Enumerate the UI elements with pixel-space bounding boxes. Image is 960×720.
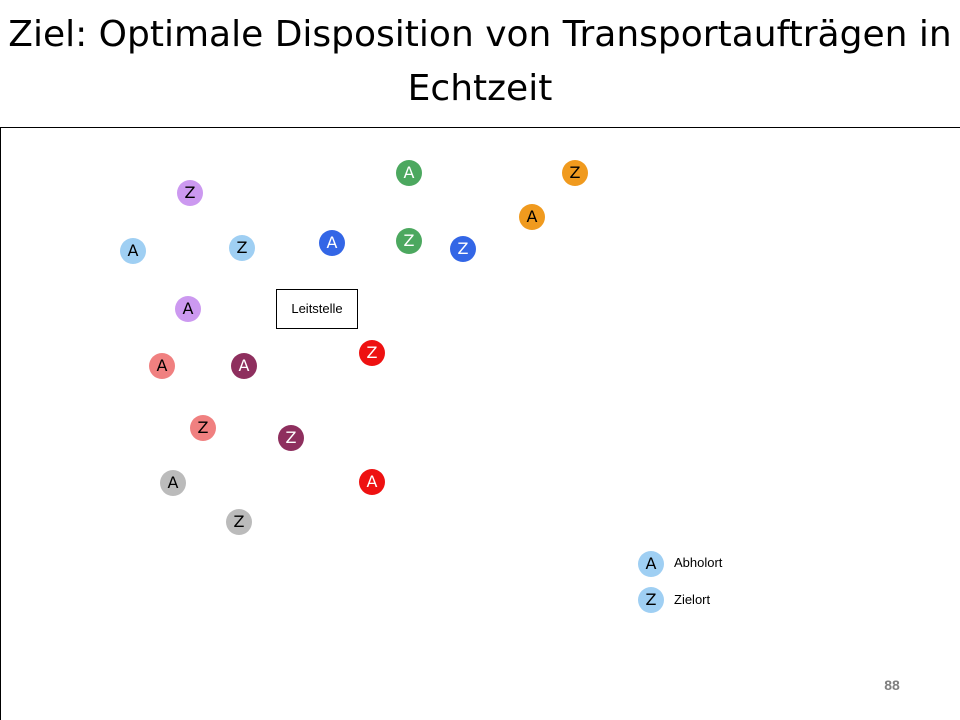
pickup-node: A (396, 160, 422, 186)
slide-title-line-2: Echtzeit (407, 68, 553, 109)
legend-pickup-symbol: A (638, 551, 664, 577)
pickup-node: A (160, 470, 186, 496)
destination-node: Z (226, 509, 252, 535)
destination-node: Z (450, 236, 476, 262)
legend-destination-label: Zielort (674, 592, 711, 607)
destination-node: Z (190, 415, 216, 441)
dispatch-center: Leitstelle (276, 289, 358, 329)
destination-node: Z (229, 235, 255, 261)
legend-pickup-label: Abholort (674, 555, 723, 570)
pickup-node: A (149, 353, 175, 379)
pickup-node: A (319, 230, 345, 256)
pickup-node: A (231, 353, 257, 379)
destination-node: Z (562, 160, 588, 186)
destination-node: Z (359, 340, 385, 366)
pickup-node: A (519, 204, 545, 230)
page-number: 88 (884, 677, 900, 693)
pickup-node: A (120, 238, 146, 264)
destination-node: Z (278, 425, 304, 451)
slide-title: Ziel: Optimale Disposition von Transport… (0, 8, 960, 116)
pickup-node: A (175, 296, 201, 322)
destination-node: Z (177, 180, 203, 206)
map-panel (0, 127, 960, 720)
destination-node: Z (396, 228, 422, 254)
pickup-node: A (359, 469, 385, 495)
slide-title-line-1: Ziel: Optimale Disposition von Transport… (8, 14, 952, 55)
legend-destination-symbol: Z (638, 587, 664, 613)
